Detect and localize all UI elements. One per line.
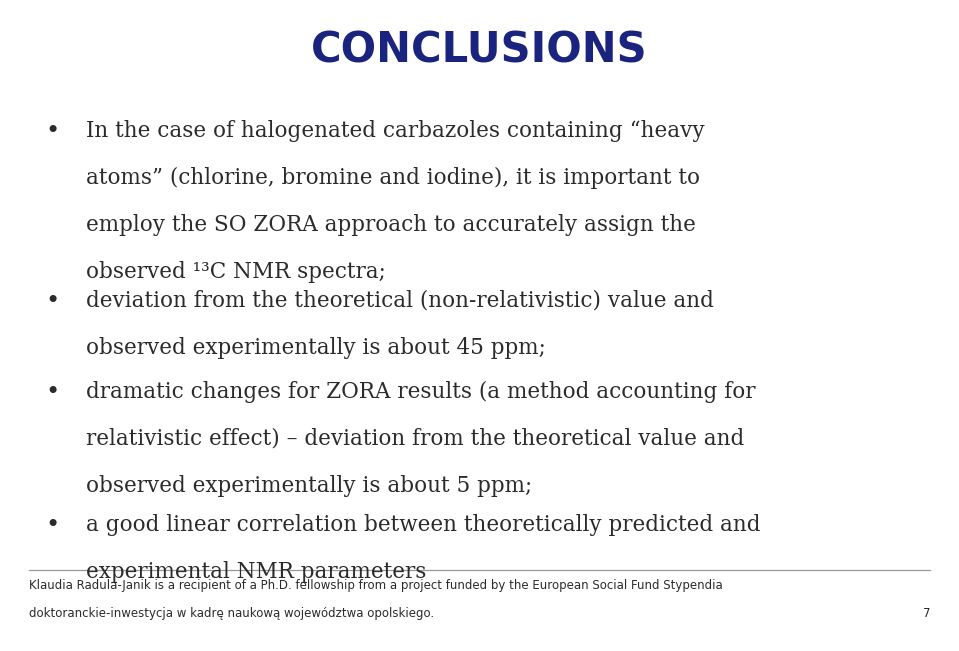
Text: doktoranckie-inwestycja w kadrę naukową województwa opolskiego.: doktoranckie-inwestycja w kadrę naukową … <box>29 607 433 620</box>
Text: •: • <box>46 514 59 537</box>
Text: experimental NMR parameters: experimental NMR parameters <box>86 561 427 583</box>
Text: atoms” (chlorine, bromine and iodine), it is important to: atoms” (chlorine, bromine and iodine), i… <box>86 167 700 189</box>
Text: observed experimentally is about 45 ppm;: observed experimentally is about 45 ppm; <box>86 337 546 359</box>
Text: 7: 7 <box>923 607 930 620</box>
Text: observed experimentally is about 5 ppm;: observed experimentally is about 5 ppm; <box>86 475 532 497</box>
Text: a good linear correlation between theoretically predicted and: a good linear correlation between theore… <box>86 514 760 536</box>
Text: employ the SO ZORA approach to accurately assign the: employ the SO ZORA approach to accuratel… <box>86 214 696 236</box>
Text: deviation from the theoretical (non-relativistic) value and: deviation from the theoretical (non-rela… <box>86 290 714 312</box>
Text: Klaudia Radula-Janik is a recipient of a Ph.D. fellowship from a project funded : Klaudia Radula-Janik is a recipient of a… <box>29 579 722 592</box>
Text: In the case of halogenated carbazoles containing “heavy: In the case of halogenated carbazoles co… <box>86 120 705 143</box>
Text: dramatic changes for ZORA results (a method accounting for: dramatic changes for ZORA results (a met… <box>86 381 756 403</box>
Text: relativistic effect) – deviation from the theoretical value and: relativistic effect) – deviation from th… <box>86 428 744 450</box>
Text: CONCLUSIONS: CONCLUSIONS <box>311 29 648 72</box>
Text: observed ¹³C NMR spectra;: observed ¹³C NMR spectra; <box>86 261 386 283</box>
Text: •: • <box>46 290 59 312</box>
Text: •: • <box>46 120 59 143</box>
Text: •: • <box>46 381 59 404</box>
